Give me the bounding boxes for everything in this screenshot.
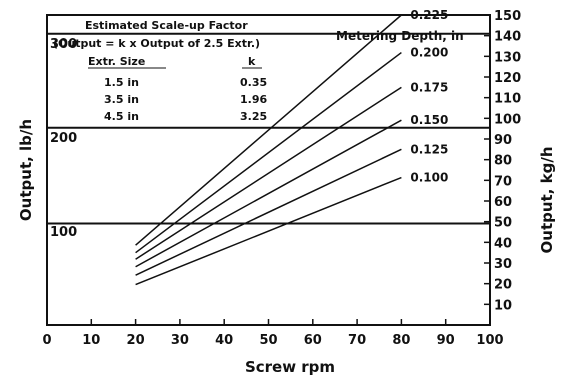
inset-row-size: 4.5 in [104, 110, 139, 123]
y-right-tick-label: 60 [494, 195, 512, 210]
y-right-tick-label: 20 [494, 278, 512, 293]
y-right-tick-label: 40 [494, 236, 512, 251]
y-right-tick-label: 110 [494, 92, 521, 107]
y-tick-label: 300 [50, 37, 77, 52]
x-tick-label: 90 [437, 333, 455, 348]
series-label: 0.200 [410, 46, 448, 60]
inset-formula: (Output = k x Output of 2.5 Extr.) [53, 37, 260, 50]
series-label: 0.150 [410, 113, 448, 127]
y-right-tick-label: 130 [494, 50, 521, 65]
y-right-tick-label: 140 [494, 30, 521, 45]
inset-title: Estimated Scale-up Factor [85, 19, 248, 32]
inset-row-size: 3.5 in [104, 93, 139, 106]
series-line [135, 176, 402, 286]
y-tick-label: 100 [50, 225, 77, 240]
x-tick-label: 40 [215, 333, 233, 348]
axis-ticks: 0 10 20 30 40 50 60 70 80 90 100 100 200 300 10 20 30 40 5… [42, 9, 521, 348]
series-label: 0.175 [410, 80, 448, 94]
inset-row-size: 1.5 in [104, 76, 139, 89]
x-axis-title: Screw rpm [245, 358, 335, 376]
inset-header-size: Extr. Size [88, 55, 145, 68]
x-tick-label: 20 [127, 333, 145, 348]
inset-header-k: k [248, 55, 256, 68]
series-line [135, 119, 402, 268]
x-tick-label: 0 [42, 333, 51, 348]
series-line [135, 51, 402, 254]
y-right-tick-label: 10 [494, 298, 512, 313]
series-line [135, 148, 402, 276]
x-tick-label: 50 [259, 333, 277, 348]
series-label: 0.100 [410, 171, 448, 185]
y-right-tick-label: 30 [494, 257, 512, 272]
gridlines [47, 32, 490, 225]
y-axis-title-left: Output, lb/h [17, 119, 35, 221]
x-tick-label: 70 [348, 333, 366, 348]
series-label: 0.125 [410, 142, 448, 156]
x-tick-label: 80 [392, 333, 410, 348]
inset-row-k: 1.96 [240, 93, 267, 106]
legend-title: Metering Depth, in [336, 29, 464, 43]
x-tick-label: 100 [476, 333, 503, 348]
y-right-tick-label: 100 [494, 112, 521, 127]
y-right-tick-label: 120 [494, 71, 521, 86]
y-right-tick-label: 70 [494, 174, 512, 189]
x-tick-label: 10 [82, 333, 100, 348]
y-tick-label: 200 [50, 131, 77, 146]
x-tick-label: 30 [171, 333, 189, 348]
y-right-tick-label: 80 [494, 154, 512, 169]
series-label: 0.225 [410, 8, 448, 22]
inset-row-k: 3.25 [240, 110, 267, 123]
series-labels: 0.225 0.200 0.175 0.150 0.125 0.100 [410, 8, 448, 185]
series-lines [135, 14, 402, 286]
y-right-tick-label: 50 [494, 216, 512, 231]
scaleup-inset: Estimated Scale-up Factor (Output = k x … [53, 19, 267, 123]
y-right-tick-label: 90 [494, 133, 512, 148]
y-right-tick-label: 150 [494, 9, 521, 24]
series-line [135, 14, 402, 246]
y-axis-title-right: Output, kg/h [538, 147, 556, 254]
inset-row-k: 0.35 [240, 76, 267, 89]
x-tick-label: 60 [304, 333, 322, 348]
series-line [135, 86, 402, 260]
